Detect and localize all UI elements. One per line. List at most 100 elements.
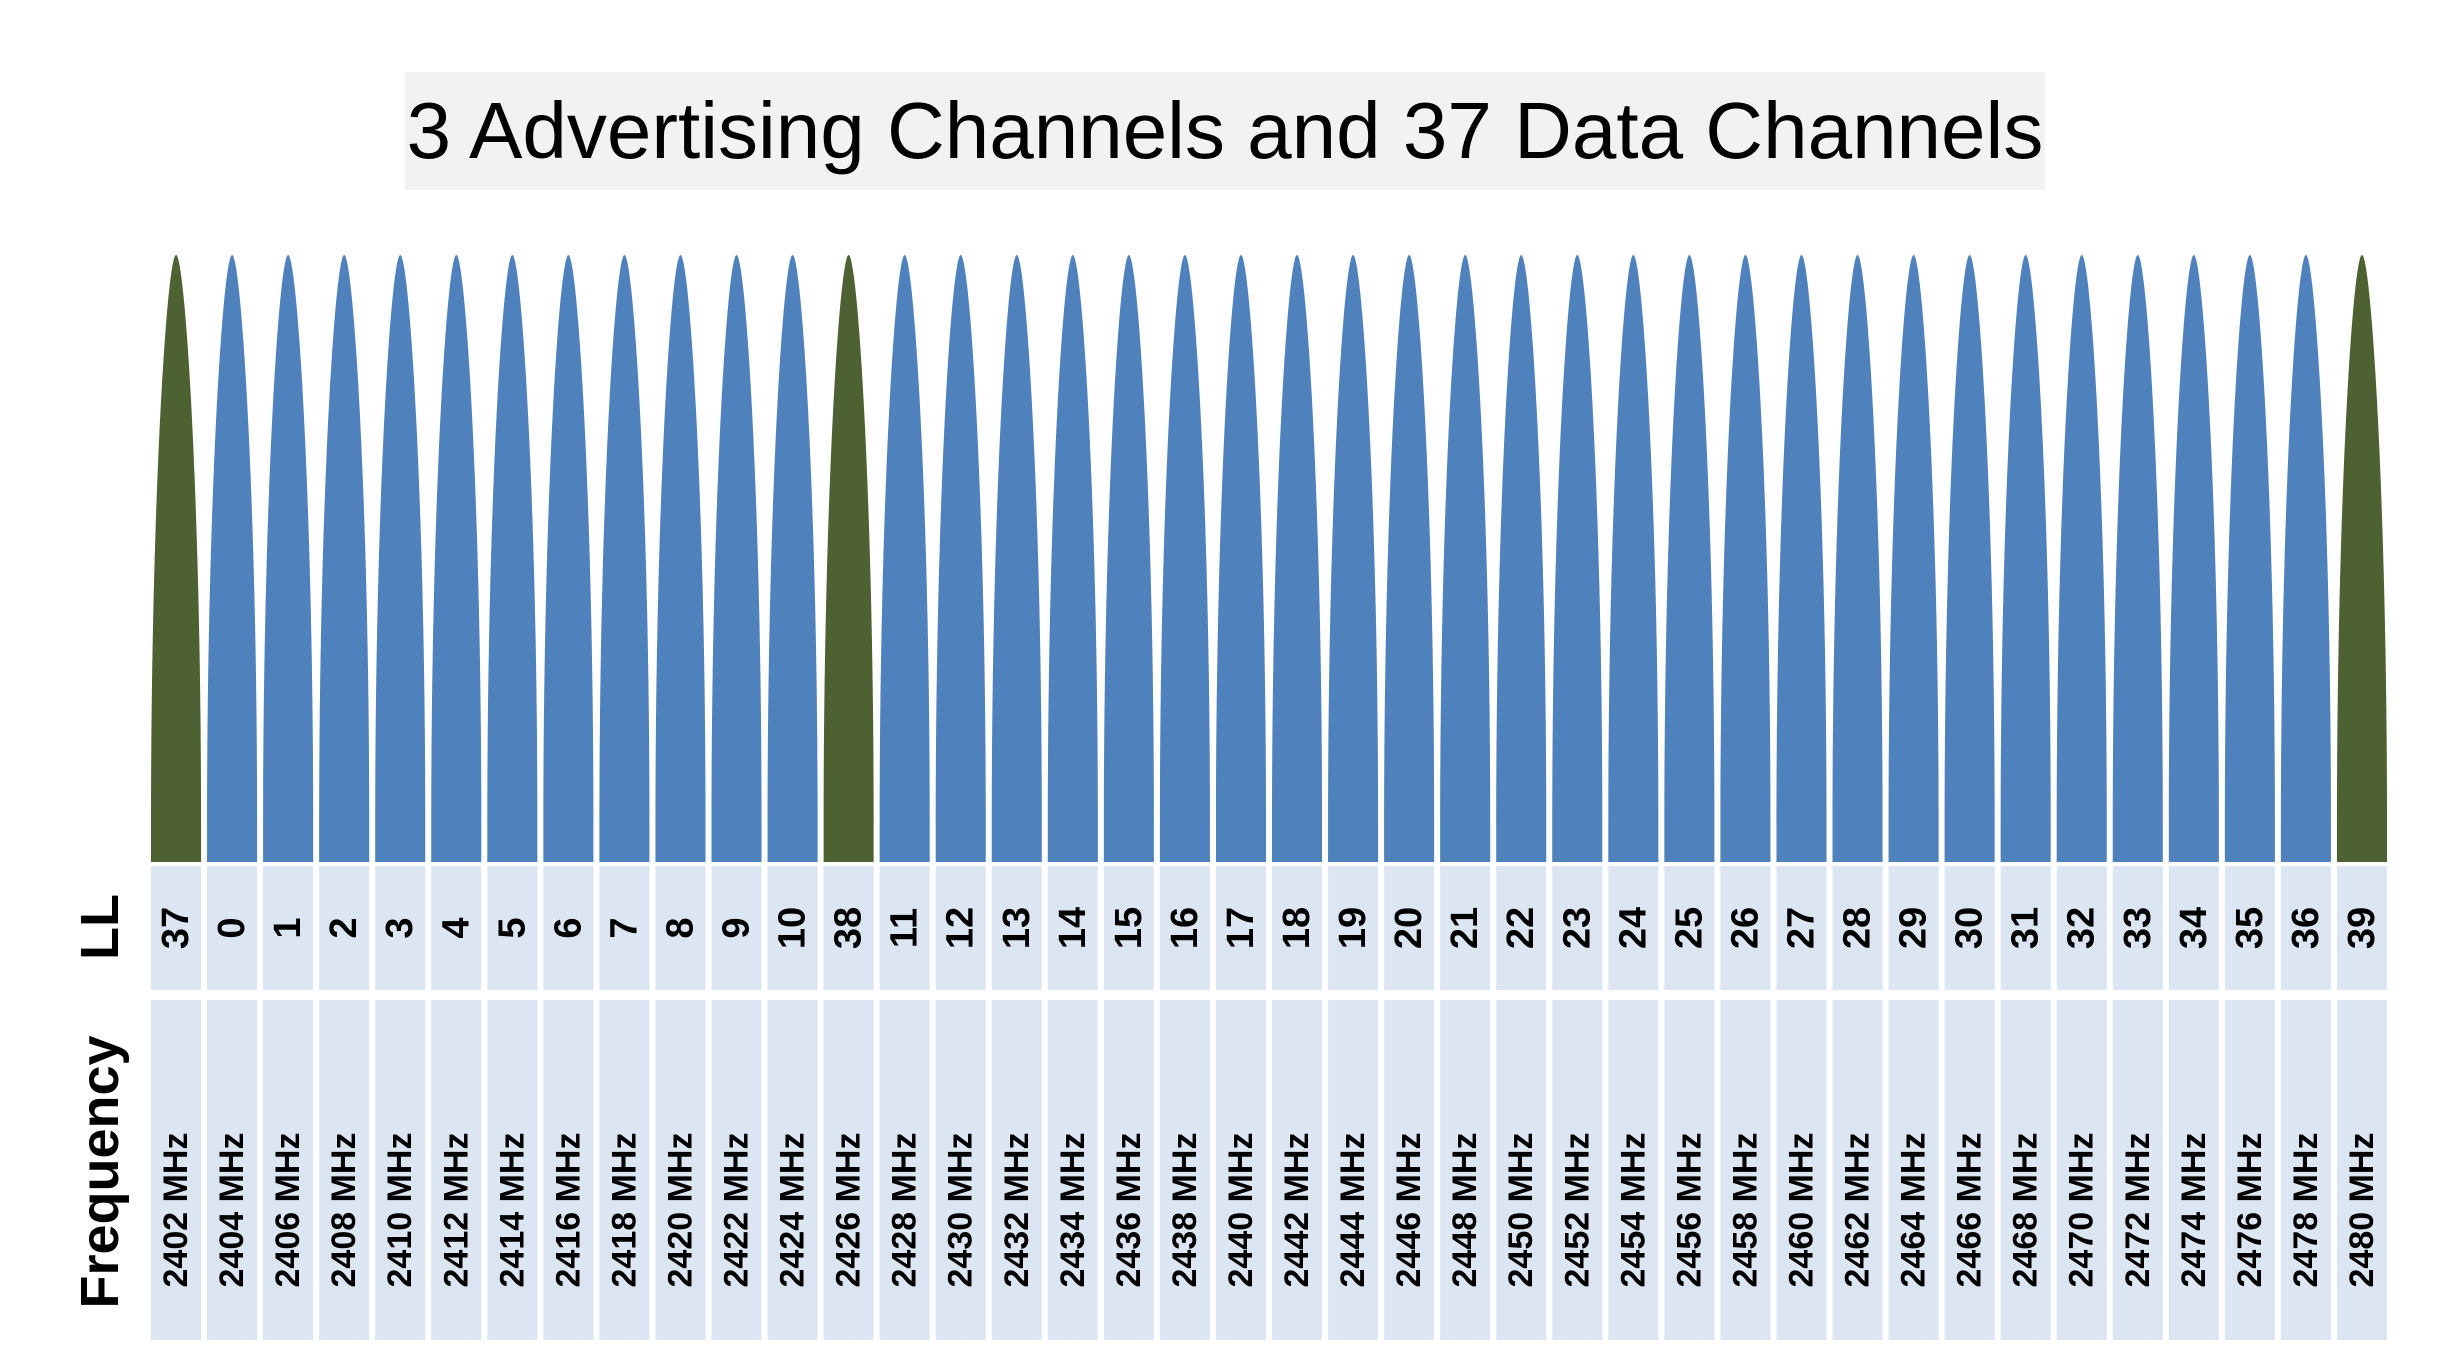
ll-cell: [767, 866, 818, 990]
frequency-cell: [711, 1000, 762, 1340]
ll-cell: [2336, 866, 2387, 990]
data-channel-bell: [655, 255, 706, 862]
frequency-cell: [655, 1000, 706, 1340]
channel-frequency: 2446 MHz: [1390, 1133, 1428, 1288]
data-channel-bell: [2000, 255, 2051, 862]
ll-cell: [375, 866, 426, 990]
ll-channel-number: 8: [659, 917, 701, 938]
ll-cell: [263, 866, 314, 990]
data-channel-bell: [487, 255, 538, 862]
frequency-cell: [991, 1000, 1042, 1340]
ll-channel-number: 7: [603, 917, 645, 938]
frequency-cell: [1159, 1000, 1210, 1340]
frequency-cell: [1103, 1000, 1154, 1340]
frequency-cell: [2056, 1000, 2107, 1340]
frequency-cell: [1384, 1000, 1435, 1340]
ll-channel-number: 33: [2117, 907, 2159, 949]
frequency-cell: [1664, 1000, 1715, 1340]
ll-cell: [2000, 866, 2051, 990]
channel-frequency: 2416 MHz: [549, 1133, 587, 1288]
channel-frequency: 2422 MHz: [718, 1133, 756, 1288]
data-channel-bell: [2168, 255, 2219, 862]
ll-channel-number: 12: [940, 907, 982, 949]
ll-cell: [655, 866, 706, 990]
data-channel-bell: [263, 255, 314, 862]
data-channel-bell: [319, 255, 370, 862]
data-channel-bell: [1159, 255, 1210, 862]
data-channel-bell: [935, 255, 986, 862]
channel-frequency: 2448 MHz: [1446, 1133, 1484, 1288]
ll-channel-number: 35: [2229, 907, 2271, 949]
channel-frequency: 2470 MHz: [2063, 1133, 2101, 1288]
ll-cell: [1215, 866, 1266, 990]
channel-frequency: 2440 MHz: [1222, 1133, 1260, 1288]
ll-channel-number: 34: [2173, 907, 2215, 949]
frequency-cell: [2280, 1000, 2331, 1340]
channel-frequency: 2460 MHz: [1782, 1133, 1820, 1288]
ll-channel-number: 11: [884, 908, 926, 948]
data-channel-bell: [2224, 255, 2275, 862]
frequency-cell: [431, 1000, 482, 1340]
channel-frequency: 2480 MHz: [2343, 1133, 2381, 1288]
channel-frequency: 2458 MHz: [1726, 1133, 1764, 1288]
data-channel-bell: [767, 255, 818, 862]
frequency-cell: [935, 1000, 986, 1340]
advertising-channel-bell: [2336, 255, 2387, 862]
frequency-cell: [2000, 1000, 2051, 1340]
ll-cell: [991, 866, 1042, 990]
ll-channel-number: 27: [1780, 907, 1822, 949]
ll-cell: [1496, 866, 1547, 990]
ll-channel-number: 31: [2005, 907, 2047, 949]
ll-cell: [2168, 866, 2219, 990]
ll-channel-number: 28: [1837, 907, 1879, 949]
ll-cell: [1776, 866, 1827, 990]
channel-frequency: 2432 MHz: [998, 1133, 1036, 1288]
channel-frequency: 2404 MHz: [213, 1133, 251, 1288]
ll-channel-number: 39: [2341, 907, 2383, 949]
channel-frequency: 2402 MHz: [157, 1133, 195, 1288]
data-channel-bell: [1215, 255, 1266, 862]
channel-frequency: 2452 MHz: [1558, 1133, 1596, 1288]
data-channel-bell: [599, 255, 650, 862]
channel-frequency: 2478 MHz: [2287, 1133, 2325, 1288]
ll-cell: [1328, 866, 1379, 990]
ll-cell: [1272, 866, 1323, 990]
ll-cell: [1047, 866, 1098, 990]
ll-cell: [599, 866, 650, 990]
diagram-title-box: 3 Advertising Channels and 37 Data Chann…: [405, 72, 2045, 190]
ll-channel-number: 9: [716, 917, 758, 938]
frequency-row: 2402 MHz 2404 MHz 2406 MHz 2408 MHz 2410 MHz…: [151, 1000, 2387, 1340]
ll-channel-number: 20: [1388, 907, 1430, 949]
ll-cell: [2280, 866, 2331, 990]
data-channel-bell: [879, 255, 930, 862]
ll-cell: [1720, 866, 1771, 990]
ll-channel-number: 18: [1276, 907, 1318, 949]
ll-channel-number: 2: [323, 917, 365, 938]
ll-channel-number: 5: [491, 917, 533, 938]
ll-channel-number: 17: [1220, 907, 1262, 949]
frequency-cell: [375, 1000, 426, 1340]
ll-channel-number: 36: [2285, 907, 2327, 949]
ll-cell: [1944, 866, 1995, 990]
channel-frequency: 2456 MHz: [1670, 1133, 1708, 1288]
frequency-cell: [1832, 1000, 1883, 1340]
ll-channel-number: 25: [1668, 907, 1710, 949]
ll-cell: [2056, 866, 2107, 990]
advertising-channel-bell: [151, 255, 202, 862]
ll-channel-number: 38: [828, 907, 870, 949]
ll-cell: [1832, 866, 1883, 990]
data-channel-bell: [2056, 255, 2107, 862]
data-channel-bell: [2112, 255, 2163, 862]
frequency-cell: [1272, 1000, 1323, 1340]
channel-frequency: 2428 MHz: [886, 1133, 924, 1288]
ll-cell: [935, 866, 986, 990]
frequency-cell: [1776, 1000, 1827, 1340]
frequency-cell: [1608, 1000, 1659, 1340]
channel-frequency: 2450 MHz: [1502, 1133, 1540, 1288]
ll-channel-number: 10: [772, 907, 814, 949]
ll-channel-number: 0: [211, 917, 253, 938]
ll-cell: [1664, 866, 1715, 990]
channel-frequency: 2444 MHz: [1334, 1133, 1372, 1288]
frequency-cell: [823, 1000, 874, 1340]
channel-frequency: 2436 MHz: [1110, 1133, 1148, 1288]
